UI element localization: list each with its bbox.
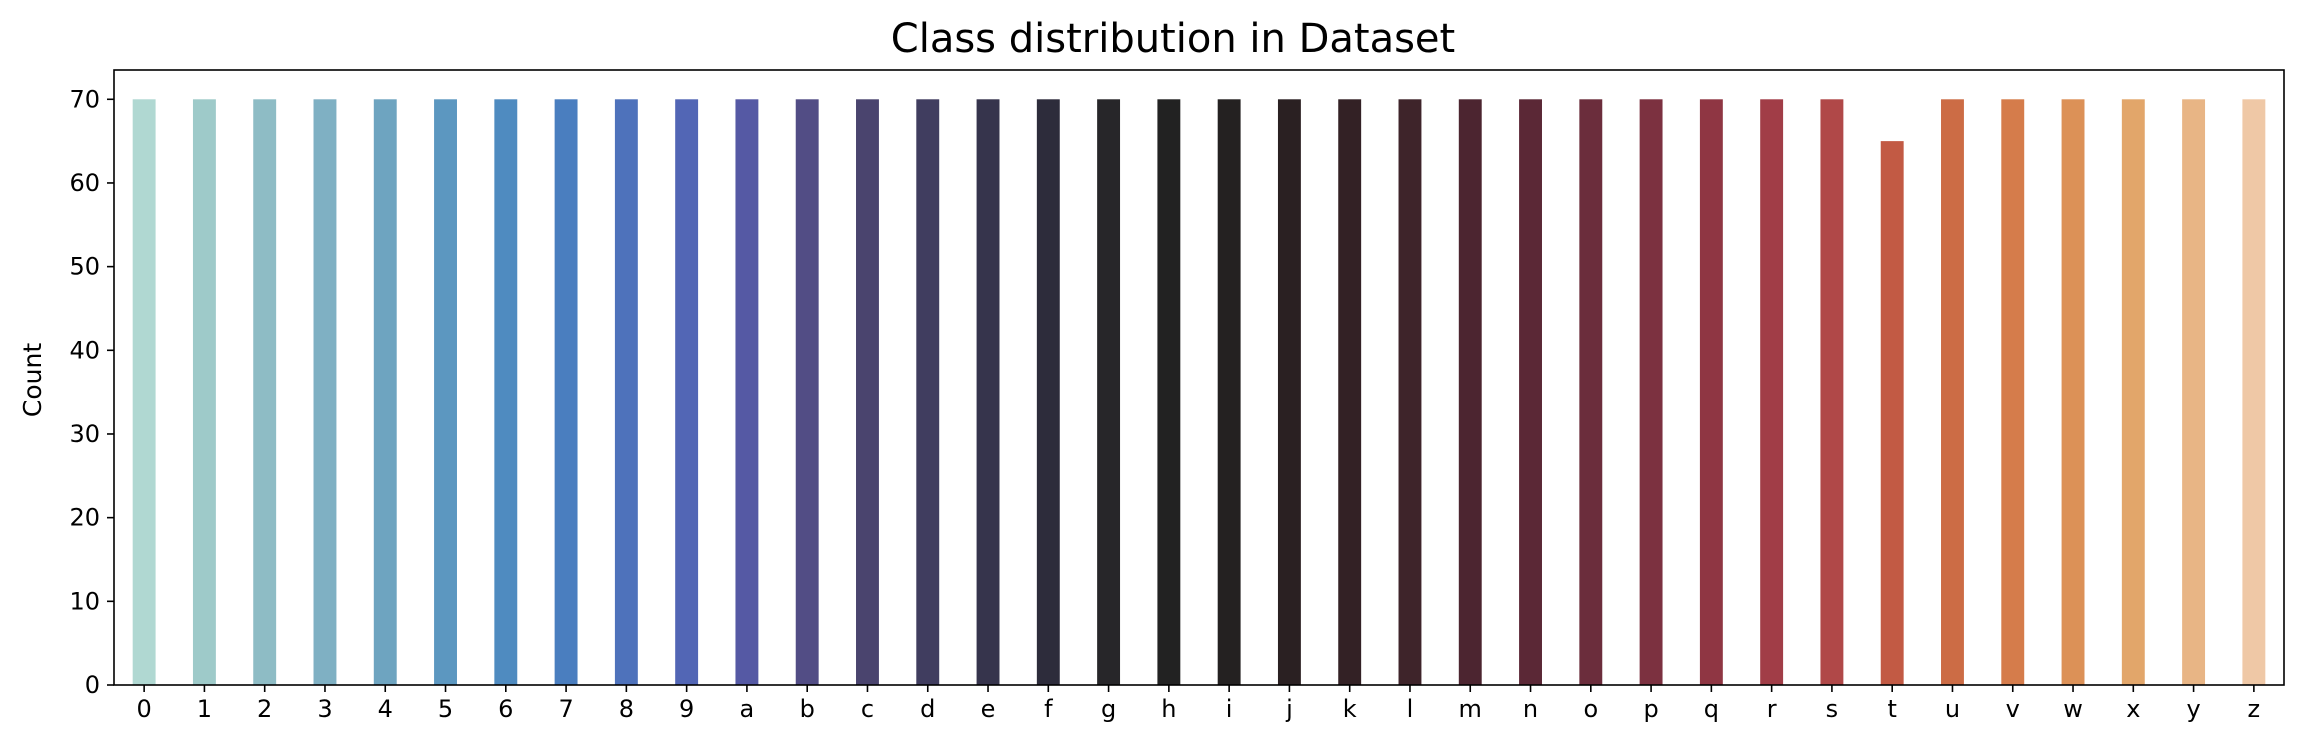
bar-f [1036, 99, 1060, 686]
bar-o [1579, 99, 1603, 686]
y-tick-label-60: 60 [69, 169, 100, 197]
bar-9 [675, 99, 699, 686]
x-tick-label-v: v [2006, 695, 2020, 723]
bar-s [1820, 99, 1844, 686]
bar-x [2121, 99, 2145, 686]
plot-frame [113, 69, 2285, 686]
x-tick-label-l: l [1407, 695, 1414, 723]
bar-p [1639, 99, 1663, 686]
bar-e [976, 99, 1000, 686]
bar-i [1217, 99, 1241, 686]
y-tick-label-40: 40 [69, 336, 100, 364]
x-tick-label-x: x [2126, 695, 2140, 723]
x-tick-label-s: s [1826, 695, 1839, 723]
bar-0 [132, 99, 156, 686]
bar-l [1398, 99, 1422, 686]
x-tick-label-e: e [981, 695, 996, 723]
y-tick-label-30: 30 [69, 420, 100, 448]
x-tick-label-b: b [800, 695, 815, 723]
x-tick-label-6: 6 [498, 695, 513, 723]
x-tick-label-y: y [2186, 695, 2200, 723]
bar-m [1458, 99, 1482, 686]
bar-b [795, 99, 819, 686]
x-tick-label-o: o [1583, 695, 1598, 723]
x-tick-label-9: 9 [679, 695, 694, 723]
bar-5 [434, 99, 457, 686]
x-tick-label-7: 7 [558, 695, 573, 723]
bar-u [1941, 99, 1964, 686]
x-tick-label-n: n [1523, 695, 1538, 723]
bar-t [1880, 141, 1904, 685]
y-tick-label-10: 10 [69, 587, 100, 615]
bar-y [2182, 99, 2206, 686]
bar-8 [614, 99, 638, 686]
y-tick-label-50: 50 [69, 253, 100, 281]
x-tick-label-w: w [2063, 695, 2083, 723]
plot-area [132, 99, 2266, 686]
chart-title: Class distribution in Dataset [891, 16, 1455, 62]
bar-j [1277, 99, 1301, 686]
x-tick-label-f: f [1044, 695, 1053, 723]
bar-c [856, 99, 879, 686]
bar-k [1338, 99, 1362, 686]
bar-3 [313, 99, 337, 686]
bar-g [1097, 99, 1121, 686]
bar-r [1760, 99, 1784, 686]
bar-a [735, 99, 759, 686]
x-tick-label-k: k [1343, 695, 1357, 723]
bar-n [1519, 99, 1542, 686]
x-tick-label-u: u [1945, 695, 1960, 723]
bar-z [2242, 99, 2266, 686]
x-tick-label-5: 5 [438, 695, 453, 723]
x-tick-label-4: 4 [378, 695, 393, 723]
x-tick-label-h: h [1161, 695, 1176, 723]
y-tick-label-20: 20 [69, 504, 100, 532]
x-tick-label-d: d [920, 695, 935, 723]
bar-6 [494, 99, 518, 686]
x-tick-label-0: 0 [136, 695, 151, 723]
x-tick-label-r: r [1767, 695, 1777, 723]
x-tick-label-i: i [1226, 695, 1233, 723]
x-tick-label-t: t [1887, 695, 1896, 723]
y-tick-label-0: 0 [85, 671, 100, 699]
x-tick-label-a: a [740, 695, 755, 723]
x-axis: 0 1 2 3 4 5 6 7 8 9 a b c d e f g h i j k l m n o p q r s t u v w x y z [136, 685, 2260, 723]
bar-q [1699, 99, 1723, 686]
bar-4 [373, 99, 397, 686]
x-tick-label-8: 8 [619, 695, 634, 723]
x-tick-label-3: 3 [317, 695, 332, 723]
bar-h [1157, 99, 1181, 686]
x-tick-label-c: c [861, 695, 874, 723]
x-tick-label-z: z [2248, 695, 2261, 723]
bar-v [2001, 99, 2025, 686]
x-tick-label-p: p [1643, 695, 1658, 723]
x-tick-label-1: 1 [197, 695, 212, 723]
x-tick-label-j: j [1285, 695, 1293, 723]
y-axis-label: Count [18, 343, 47, 417]
x-tick-label-m: m [1459, 695, 1482, 723]
x-tick-label-g: g [1101, 695, 1116, 723]
bar-1 [192, 99, 216, 686]
y-tick-label-70: 70 [69, 85, 100, 113]
x-tick-label-q: q [1704, 695, 1719, 723]
bar-2 [253, 99, 277, 686]
bar-w [2061, 99, 2085, 686]
y-axis: 0 10 20 30 40 50 60 70 [69, 85, 114, 699]
bar-7 [554, 99, 578, 686]
x-tick-label-2: 2 [257, 695, 272, 723]
bar-d [916, 99, 940, 686]
